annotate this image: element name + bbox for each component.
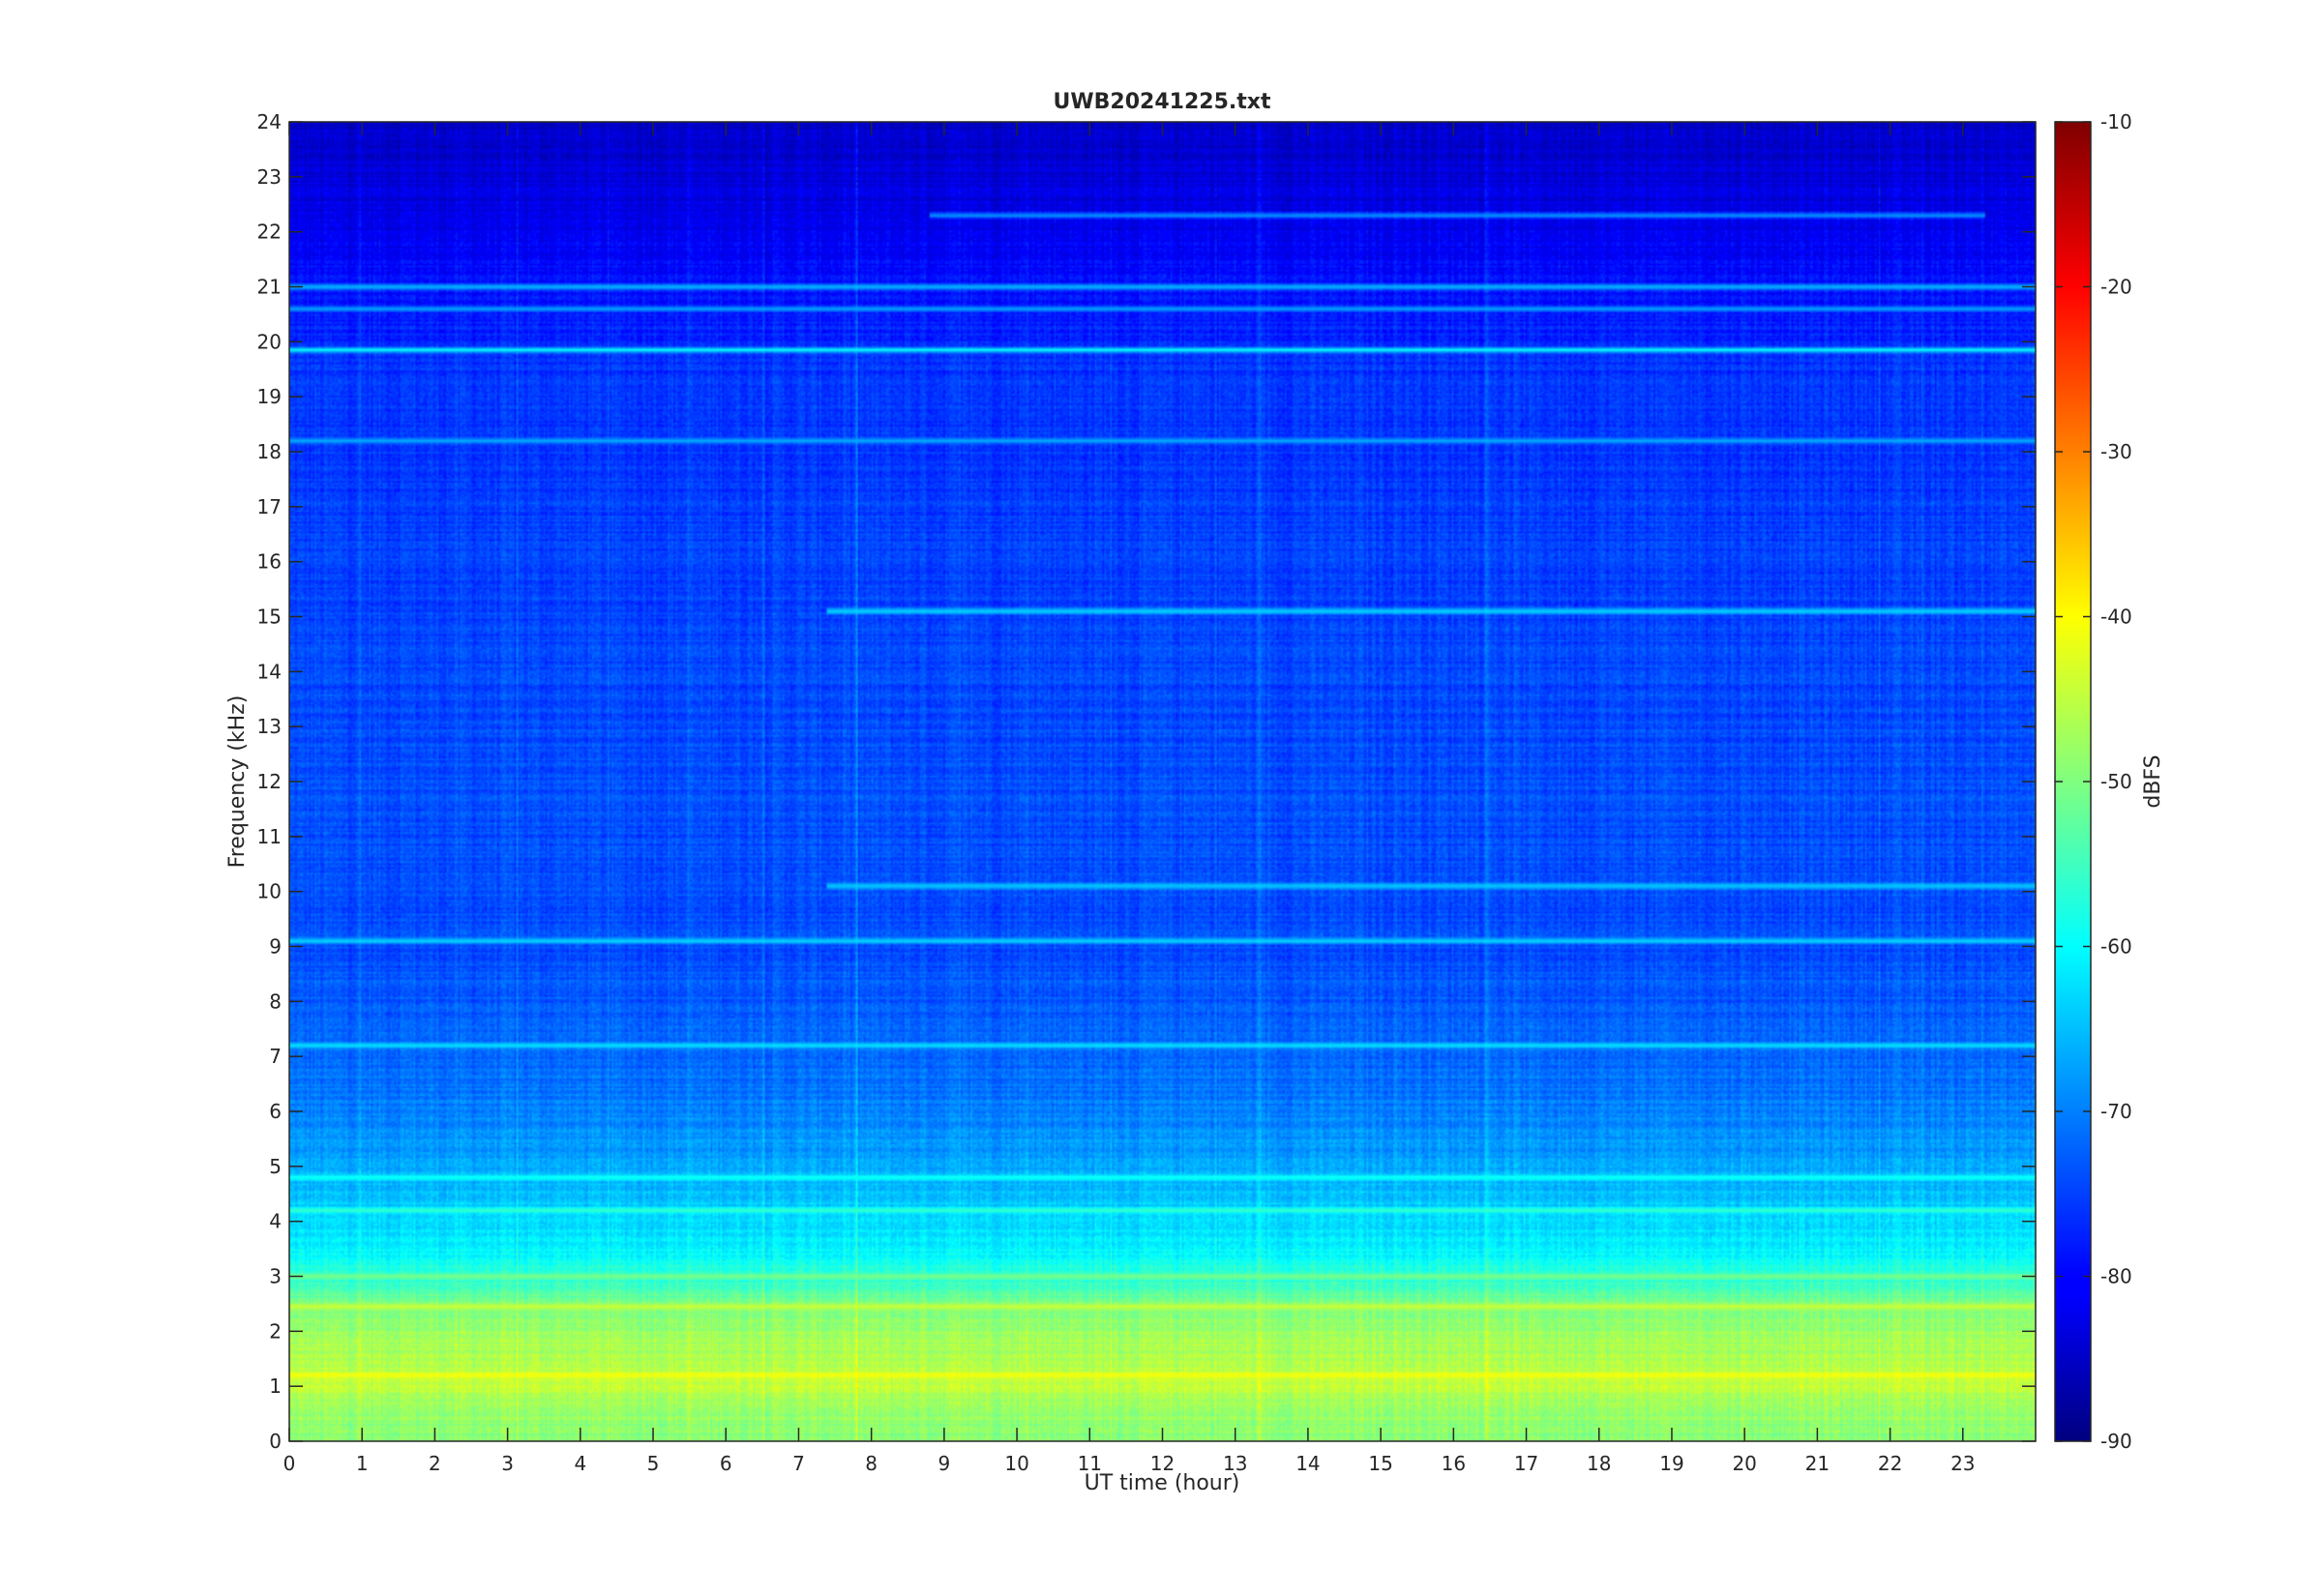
heatmap-layer bbox=[289, 122, 2036, 1441]
x-tick-label: 4 bbox=[574, 1452, 586, 1475]
x-tick-label: 0 bbox=[283, 1452, 296, 1475]
y-tick-label: 1 bbox=[269, 1374, 282, 1398]
heatmap-canvas bbox=[289, 122, 2036, 1441]
y-tick-label: 19 bbox=[257, 385, 282, 408]
y-tick-label: 8 bbox=[269, 990, 282, 1013]
y-tick-label: 13 bbox=[257, 715, 282, 738]
colorbar-tick-label: -80 bbox=[2100, 1265, 2132, 1288]
y-axis-label: Frequency (kHz) bbox=[225, 695, 250, 869]
y-tick-label: 12 bbox=[257, 770, 282, 793]
y-tick-label: 23 bbox=[257, 165, 282, 189]
plot-area: 0 1 2 3 4 5 6 7 8 9 10 11 12 13 14 15 16 17 18 19 20 21 22 23 0… bbox=[257, 110, 2037, 1475]
y-tick-label: 17 bbox=[257, 495, 282, 518]
y-tick-label: 0 bbox=[269, 1430, 282, 1453]
x-tick-label: 7 bbox=[792, 1452, 805, 1475]
x-tick-label: 17 bbox=[1514, 1452, 1538, 1475]
x-tick-label: 21 bbox=[1805, 1452, 1830, 1475]
colorbar-tick-label: -40 bbox=[2100, 606, 2132, 629]
y-tick-label: 18 bbox=[257, 440, 282, 463]
x-tick-label: 19 bbox=[1659, 1452, 1683, 1475]
x-tick-label: 10 bbox=[1004, 1452, 1028, 1475]
colorbar-ticks: -90 -80 -70 -60 -50 -40 -30 -20 -10 bbox=[2055, 110, 2132, 1453]
y-tick-label: 4 bbox=[269, 1210, 282, 1233]
x-tick-label: 8 bbox=[865, 1452, 878, 1475]
y-tick-label: 6 bbox=[269, 1100, 282, 1123]
x-tick-label: 6 bbox=[720, 1452, 732, 1475]
x-tick-label: 20 bbox=[1732, 1452, 1756, 1475]
x-tick-label: 1 bbox=[356, 1452, 369, 1475]
x-tick-label: 15 bbox=[1368, 1452, 1392, 1475]
y-tick-label: 10 bbox=[257, 880, 282, 903]
y-tick-label: 15 bbox=[257, 606, 282, 629]
x-tick-label: 9 bbox=[938, 1452, 951, 1475]
x-axis-label: UT time (hour) bbox=[1085, 1471, 1240, 1495]
y-tick-label: 9 bbox=[269, 935, 282, 959]
x-tick-label: 14 bbox=[1295, 1452, 1320, 1475]
y-tick-label: 5 bbox=[269, 1155, 282, 1178]
x-axis: 0 1 2 3 4 5 6 7 8 9 10 11 12 13 14 15 16 17 18 19 20 21 22 23 bbox=[283, 122, 1976, 1475]
y-tick-label: 22 bbox=[257, 221, 282, 244]
x-tick-label: 18 bbox=[1587, 1452, 1611, 1475]
colorbar-tick-label: -70 bbox=[2100, 1100, 2132, 1123]
x-tick-label: 5 bbox=[647, 1452, 660, 1475]
x-tick-label: 3 bbox=[501, 1452, 514, 1475]
colorbar: -90 -80 -70 -60 -50 -40 -30 -20 -10 dBFS bbox=[2054, 110, 2165, 1453]
colorbar-tick-label: -90 bbox=[2100, 1430, 2132, 1453]
x-tick-label: 11 bbox=[1078, 1452, 1102, 1475]
colorbar-tick-label: -60 bbox=[2100, 935, 2132, 959]
y-tick-label: 20 bbox=[257, 330, 282, 353]
y-tick-label: 3 bbox=[269, 1265, 282, 1288]
y-tick-label: 7 bbox=[269, 1045, 282, 1068]
x-tick-label: 13 bbox=[1223, 1452, 1247, 1475]
y-tick-label: 16 bbox=[257, 550, 282, 574]
chart-title: UWB20241225.txt bbox=[1054, 90, 1271, 114]
x-tick-label: 16 bbox=[1442, 1452, 1466, 1475]
colorbar-tick-label: -30 bbox=[2100, 440, 2132, 463]
x-tick-label: 23 bbox=[1950, 1452, 1975, 1475]
x-tick-label: 2 bbox=[429, 1452, 441, 1475]
colorbar-tick-label: -20 bbox=[2100, 276, 2132, 299]
colorbar-tick-label: -50 bbox=[2100, 770, 2132, 793]
x-tick-label: 22 bbox=[1878, 1452, 1902, 1475]
y-tick-label: 2 bbox=[269, 1319, 282, 1343]
x-tick-label: 12 bbox=[1150, 1452, 1175, 1475]
y-tick-label: 14 bbox=[257, 660, 282, 683]
y-tick-label: 24 bbox=[257, 110, 282, 133]
y-tick-label: 21 bbox=[257, 276, 282, 299]
colorbar-label: dBFS bbox=[2141, 754, 2165, 808]
y-tick-label: 11 bbox=[257, 825, 282, 848]
colorbar-tick-label: -10 bbox=[2100, 110, 2132, 133]
